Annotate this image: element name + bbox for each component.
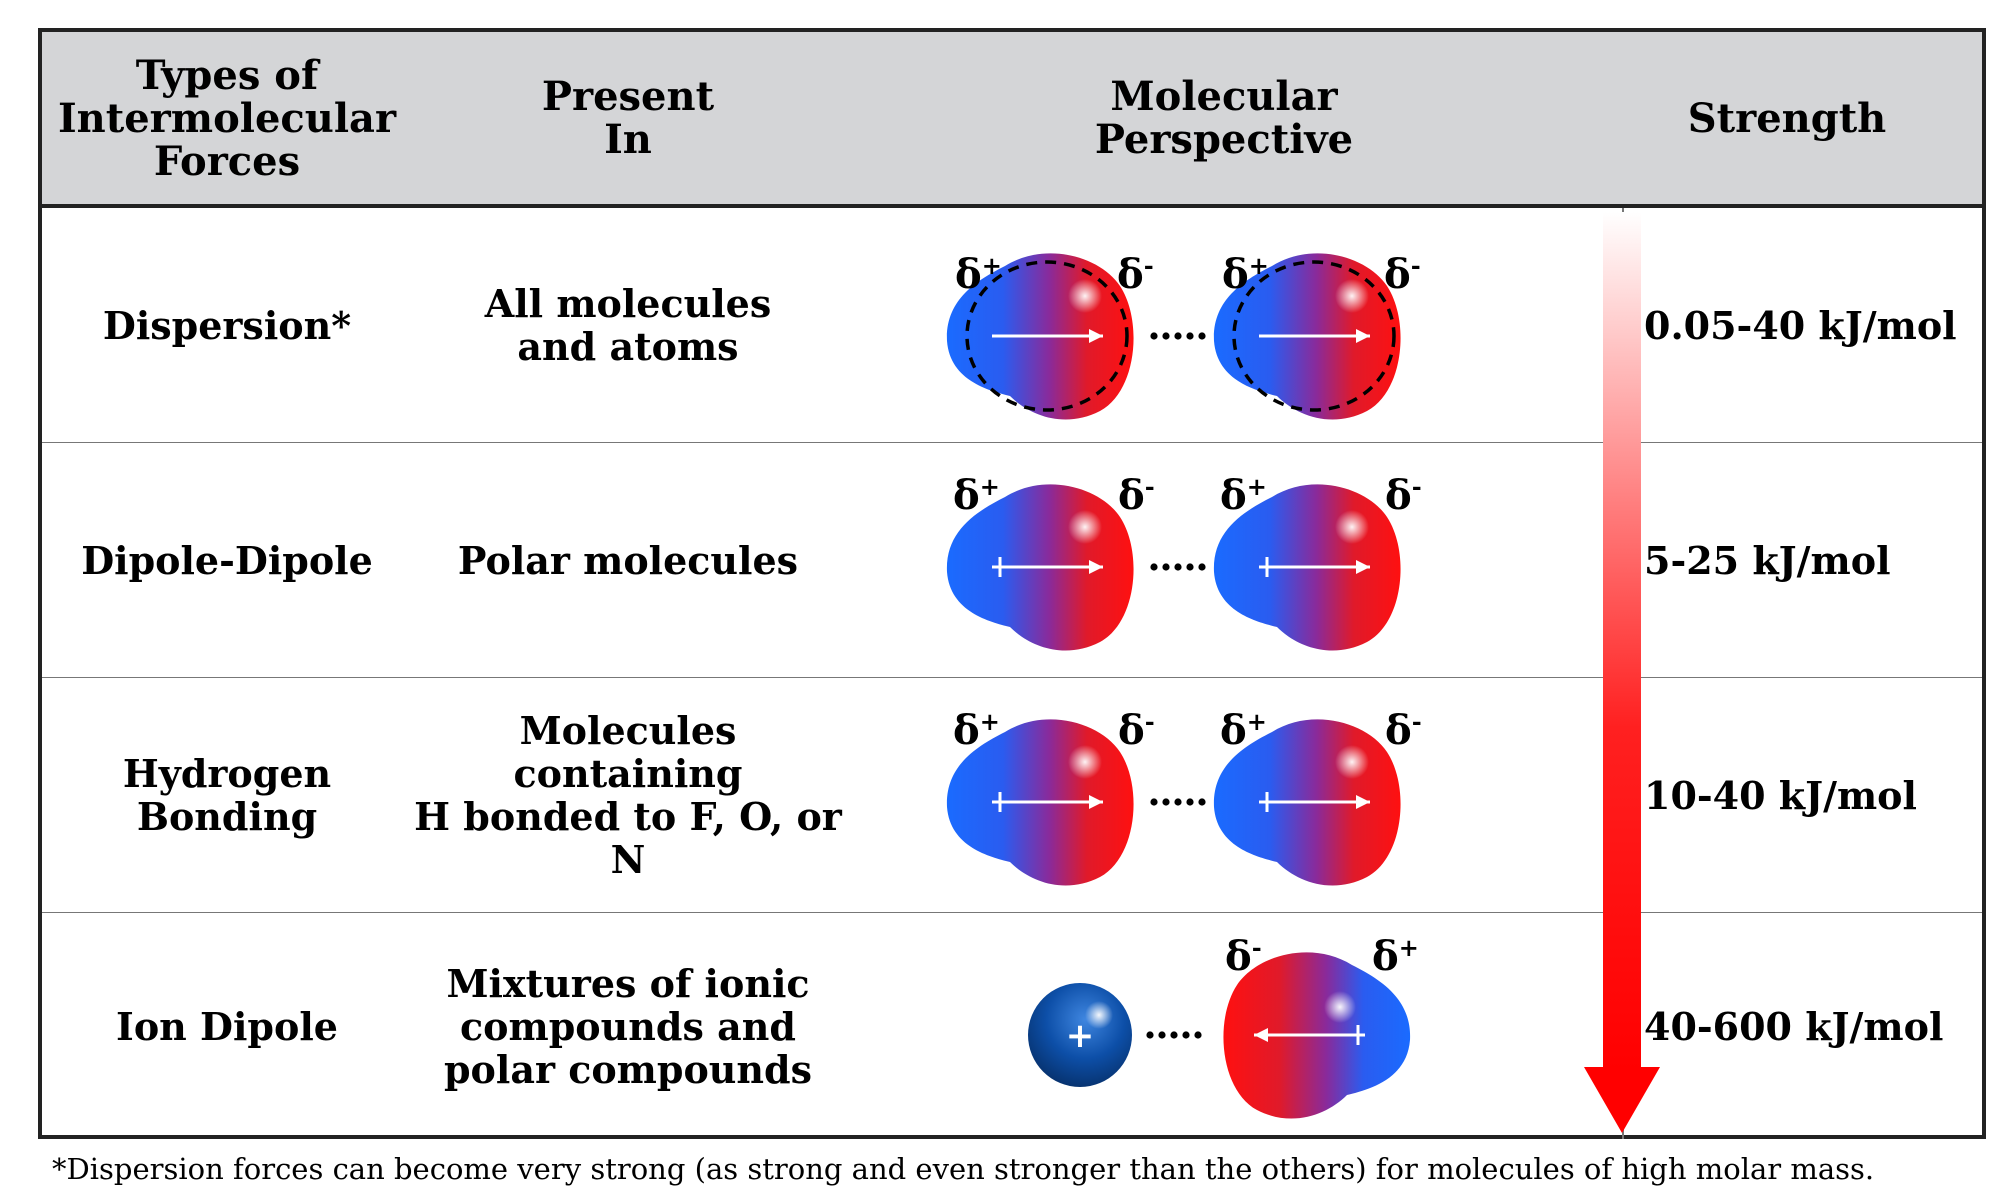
dipole-arrow-head: [1356, 329, 1370, 343]
increasing-strength-arrow-icon: [1584, 212, 1660, 1133]
ion-dipole-dots: [1158, 1031, 1166, 1039]
delta-minus-label: δ-: [1385, 472, 1422, 519]
delta-minus-label: δ-: [1118, 472, 1155, 519]
type-cell: Dispersion*: [102, 302, 352, 348]
dashed-cloud-outline: [965, 260, 1129, 412]
ion-dipole-dots: [1194, 1031, 1202, 1039]
dipole-arrow-head: [1356, 560, 1370, 574]
molecular-perspective-drawings: δ+ δ-δ+ δ-δ+ δ-δ+ δ-δ+ δ-δ+ δ-+δ-δ+: [946, 251, 1422, 1119]
dipole-arrow-head: [1089, 560, 1103, 574]
ion-dipole-dots: [1146, 1031, 1154, 1039]
table-row-ion-dipole: Ion Dipole Mixtures of ionic compounds a…: [42, 913, 1982, 1139]
dispersion-dots: [1198, 332, 1206, 340]
hydrogen-bonding-dots: [1198, 798, 1206, 806]
dipole-dipole-dots: [1198, 563, 1206, 571]
delta-plus-label: δ+: [1220, 472, 1267, 519]
dipole-dipole-dots: [1150, 563, 1158, 571]
present-cell: All molecules and atoms: [484, 281, 772, 369]
hydrogen-bonding-dots: [1162, 798, 1170, 806]
dipole-arrow-head: [1089, 795, 1103, 809]
hydrogen-bonding-dots: [1186, 798, 1194, 806]
table-header: Types of Intermolecular Forces Present I…: [42, 32, 1982, 208]
ion-dipole-dots: [1170, 1031, 1178, 1039]
table-row-dipole-dipole: Dipole-Dipole Polar molecules 5-25 kJ/mo…: [42, 443, 1982, 678]
delta-minus-label: δ-: [1384, 251, 1421, 298]
strength-cell: 0.05-40 kJ/mol: [1644, 302, 1957, 348]
intermolecular-forces-table: Types of Intermolecular Forces Present I…: [38, 28, 1986, 1139]
present-cell: Mixtures of ionic compounds and polar co…: [443, 960, 813, 1092]
footnote: *Dispersion forces can become very stron…: [52, 1152, 1875, 1186]
header-strength: Strength: [1687, 94, 1887, 142]
strength-cell: 10-40 kJ/mol: [1644, 772, 1917, 818]
strength-cell: 40-600 kJ/mol: [1644, 1003, 1944, 1049]
dispersion-dots: [1150, 332, 1158, 340]
delta-plus-label: δ+: [1222, 251, 1269, 298]
dipole-dipole-dots: [1174, 563, 1182, 571]
dipole-arrow-head: [1089, 329, 1103, 343]
dispersion-dots: [1174, 332, 1182, 340]
delta-minus-label: δ-: [1117, 251, 1154, 298]
ion-dipole-dots: [1182, 1031, 1190, 1039]
table-row-dispersion: Dispersion* All molecules and atoms 0.05…: [42, 208, 1982, 443]
present-cell: Molecules containing H bonded to F, O, o…: [414, 708, 842, 882]
type-cell: Dipole-Dipole: [81, 537, 373, 583]
hydrogen-bonding-dots: [1174, 798, 1182, 806]
type-cell: Ion Dipole: [116, 1003, 338, 1049]
dipole-dipole-dots: [1186, 563, 1194, 571]
dispersion-dots: [1186, 332, 1194, 340]
header-molecular-perspective: Molecular Perspective: [1094, 73, 1354, 163]
header-types: Types of Intermolecular Forces: [57, 51, 397, 185]
delta-plus-label: δ+: [1372, 933, 1419, 980]
delta-minus-label: δ-: [1118, 707, 1155, 754]
ion-plus-label: +: [1066, 1016, 1095, 1056]
strength-cell: 5-25 kJ/mol: [1644, 537, 1891, 583]
dipole-arrow-reverse-head: [1254, 1028, 1268, 1042]
present-cell: Polar molecules: [457, 537, 799, 583]
table-row-hydrogen-bonding: Hydrogen Bonding Molecules containing H …: [42, 678, 1982, 913]
delta-minus-label: δ-: [1385, 707, 1422, 754]
type-cell: Hydrogen Bonding: [122, 751, 332, 839]
hydrogen-bonding-dots: [1150, 798, 1158, 806]
header-present-in: Present In: [541, 73, 715, 163]
dipole-arrow-head: [1356, 795, 1370, 809]
dispersion-dots: [1162, 332, 1170, 340]
ion-highlight: [1085, 1001, 1113, 1029]
dashed-cloud-outline: [1232, 260, 1396, 412]
dipole-dipole-dots: [1162, 563, 1170, 571]
delta-plus-label: δ+: [953, 472, 1000, 519]
